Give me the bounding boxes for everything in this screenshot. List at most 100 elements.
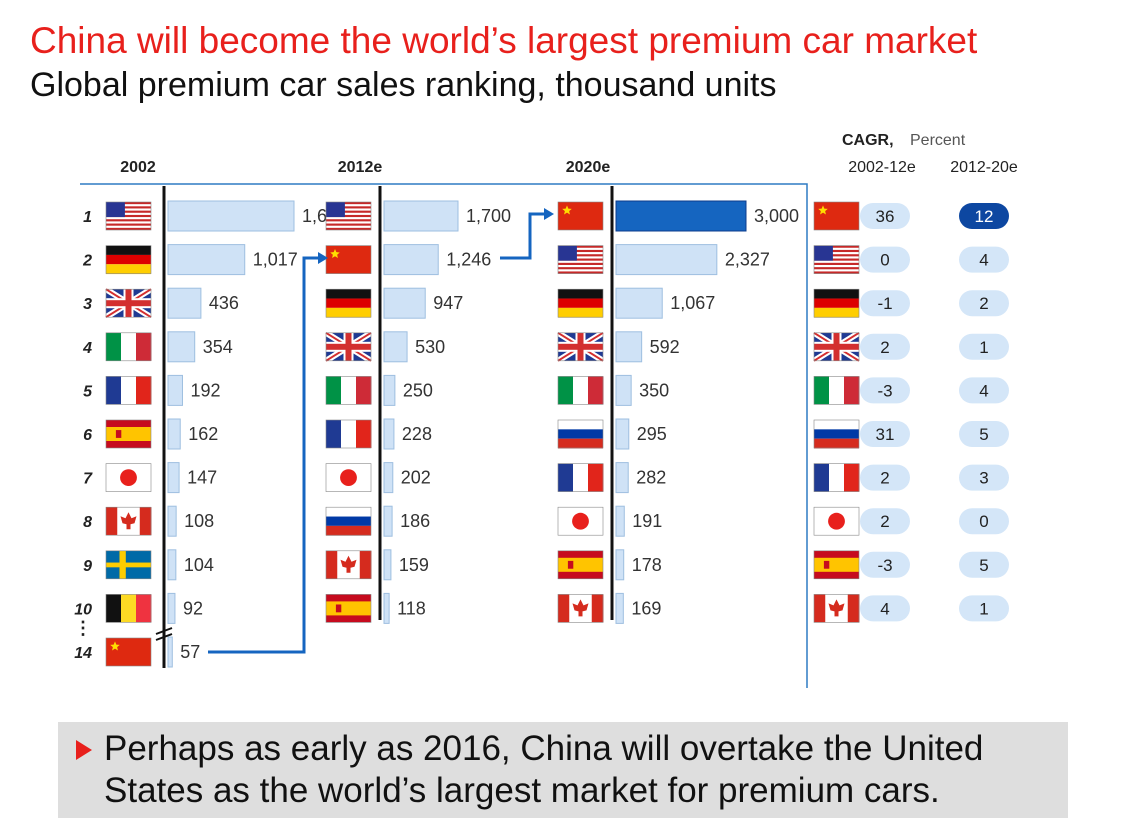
flag-us-icon xyxy=(557,245,604,274)
connector-arrow-icon xyxy=(544,208,554,220)
bar xyxy=(383,287,426,319)
rank-label: 6 xyxy=(83,427,92,444)
cagr-unit: Percent xyxy=(910,132,966,149)
bar xyxy=(167,549,177,581)
value-label: 1,067 xyxy=(670,293,715,313)
bar xyxy=(615,200,747,232)
cagr-pill xyxy=(959,290,1009,317)
bar xyxy=(615,374,632,406)
value-label: 159 xyxy=(399,555,429,575)
value-label: 186 xyxy=(400,511,430,531)
value-label: 1,700 xyxy=(466,206,511,226)
cagr-value: 36 xyxy=(876,207,895,226)
flag-de-icon xyxy=(813,288,860,318)
flag-se-icon xyxy=(105,550,152,580)
cagr-pill xyxy=(860,377,910,404)
bar xyxy=(167,244,246,276)
cagr-value: 0 xyxy=(979,512,988,531)
cagr-pill xyxy=(860,203,910,229)
value-label: 202 xyxy=(401,468,431,488)
panel-header-2020e: 2020e xyxy=(566,159,611,176)
axis-break-mark xyxy=(155,633,173,641)
value-label: 282 xyxy=(636,468,666,488)
value-label: 108 xyxy=(184,511,214,531)
note-text: Perhaps as early as 2016, China will ove… xyxy=(104,729,984,810)
rank-label: 3 xyxy=(83,296,92,313)
panel-header-2012e: 2012e xyxy=(338,159,383,176)
cagr-pill xyxy=(860,508,910,535)
bar xyxy=(615,418,630,450)
cagr-pill xyxy=(959,595,1009,622)
flag-es-icon xyxy=(557,550,604,580)
cagr-pill xyxy=(860,333,910,360)
bar xyxy=(615,505,625,537)
flag-es-icon xyxy=(325,594,372,623)
chart-frame-line xyxy=(80,183,808,688)
flag-de-icon xyxy=(325,288,372,318)
bar xyxy=(383,549,392,581)
cagr-value: 1 xyxy=(979,338,988,357)
cagr-col1-header: 2002-12e xyxy=(848,159,916,176)
cagr-value: 2 xyxy=(880,512,889,531)
flag-be-icon xyxy=(105,594,152,623)
bar xyxy=(167,636,173,668)
value-label: 530 xyxy=(415,337,445,357)
panel-header-2002: 2002 xyxy=(120,159,156,176)
value-label: 228 xyxy=(402,424,432,444)
value-label: 169 xyxy=(631,598,661,618)
cagr-pill xyxy=(860,595,910,622)
cagr-value: 2 xyxy=(880,469,889,488)
cagr-value: -1 xyxy=(877,294,892,313)
connector-line xyxy=(500,212,544,260)
bar xyxy=(167,374,183,406)
cagr-value: 2 xyxy=(979,294,988,313)
rank-label: 4 xyxy=(82,340,92,357)
flag-fr-icon xyxy=(325,419,372,449)
cagr-value: 5 xyxy=(979,425,988,444)
note-bullet-arrow-icon xyxy=(76,740,92,760)
rank-ellipsis: ⋮ xyxy=(74,618,92,638)
bar xyxy=(615,331,643,363)
cagr-value: 4 xyxy=(979,381,988,400)
note-box: Perhaps as early as 2016, China will ove… xyxy=(58,722,1068,818)
value-label: 92 xyxy=(183,598,203,618)
value-label: 592 xyxy=(650,337,680,357)
bar xyxy=(615,592,624,624)
flag-es-icon xyxy=(105,419,152,449)
value-label: 118 xyxy=(397,598,426,618)
bar xyxy=(383,505,393,537)
flag-gb-icon xyxy=(556,330,605,364)
flag-cn-icon xyxy=(325,245,372,274)
rank-label: 5 xyxy=(83,383,93,400)
flag-ru-icon xyxy=(813,419,860,449)
value-label: 350 xyxy=(639,380,669,400)
axis-break-mark xyxy=(155,627,173,635)
cagr-title: CAGR, xyxy=(842,132,894,149)
cagr-value: 1 xyxy=(979,599,988,618)
chart-title: China will become the world’s largest pr… xyxy=(30,20,978,61)
value-label: 1,246 xyxy=(446,250,491,270)
cagr-value: -3 xyxy=(877,556,892,575)
value-label: 192 xyxy=(190,380,220,400)
cagr-value: 4 xyxy=(979,251,988,270)
cagr-pill xyxy=(860,551,910,578)
value-label: 295 xyxy=(637,424,667,444)
value-label: 178 xyxy=(632,555,662,575)
rank-label: 9 xyxy=(83,558,92,575)
flag-de-icon xyxy=(105,245,152,275)
cagr-pill xyxy=(860,421,910,447)
bar xyxy=(167,200,295,232)
flag-fr-icon xyxy=(813,463,860,492)
value-label: 104 xyxy=(184,555,214,575)
value-label: 147 xyxy=(187,468,217,488)
flag-es-icon xyxy=(813,550,860,580)
bar xyxy=(615,462,629,494)
bar xyxy=(167,505,177,537)
flag-ca-icon xyxy=(325,550,372,580)
flag-gb-icon xyxy=(324,330,373,364)
flag-it-icon xyxy=(325,376,372,405)
rank-label: 14 xyxy=(74,645,92,662)
value-label: 57 xyxy=(180,642,200,662)
cagr-value: 0 xyxy=(880,251,889,270)
